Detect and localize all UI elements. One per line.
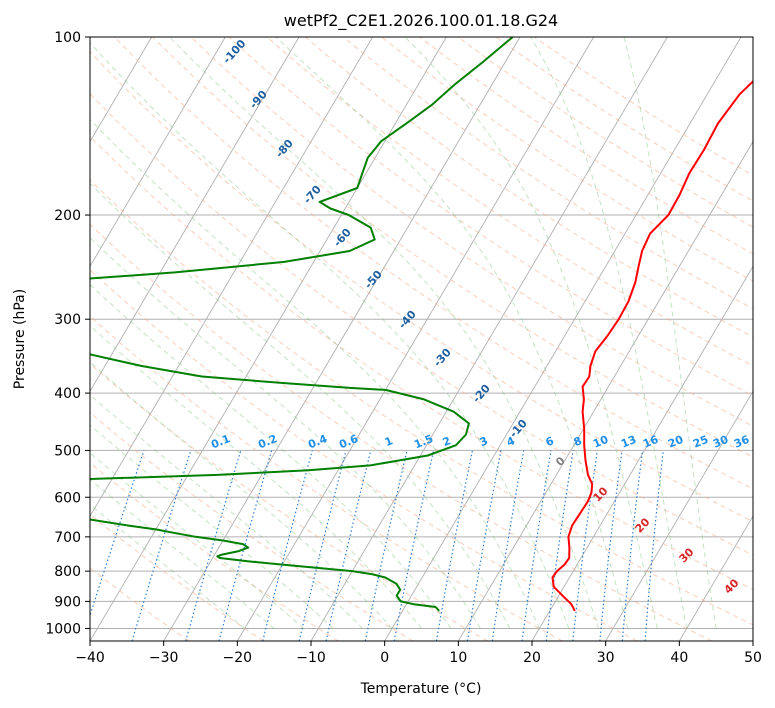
isotherm-line	[531, 265, 753, 641]
x-tick-label: 10	[449, 650, 467, 666]
x-tick-label: 30	[597, 650, 615, 666]
moist-adiabat-line	[169, 37, 599, 629]
dry-adiabat-line	[304, 37, 753, 338]
dry-adiabat-line	[90, 223, 712, 641]
moist-adiabat-line	[404, 37, 658, 629]
y-tick-label: 300	[54, 312, 81, 328]
y-tick-label: 200	[54, 208, 81, 224]
moist-adiabat-line	[90, 503, 246, 629]
moist-adiabat-line	[90, 182, 511, 629]
mixing-ratio-label: 3	[478, 434, 490, 449]
chart-title: wetPf2_C2E1.2026.100.01.18.G24	[284, 11, 558, 31]
mixing-ratio-line	[262, 450, 313, 641]
isotherm-line	[457, 140, 753, 641]
x-tick-label: 40	[670, 650, 688, 666]
dry-adiabat-line	[152, 37, 753, 458]
y-axis: 100 200 300 400 500 600 700 800 900 1000	[45, 30, 90, 637]
mixing-ratio-label: 1	[383, 434, 395, 449]
x-tick-label: −20	[223, 650, 253, 666]
moist-adiabat-line	[90, 324, 422, 629]
temperature-profile-line	[551, 79, 753, 612]
isotherm-line	[90, 37, 374, 518]
isotherm-line	[90, 37, 153, 143]
y-tick-label: 800	[54, 564, 81, 580]
grid-layer	[90, 37, 753, 641]
y-tick-label: 700	[54, 530, 81, 546]
dry-adiabat-line	[90, 315, 563, 641]
mixing-ratio-label: 25	[691, 433, 710, 451]
moist-adiabat-line	[90, 394, 363, 629]
isotherm-line	[678, 515, 753, 641]
dry-adiabat-line	[114, 37, 753, 490]
mixing-ratio-line	[491, 450, 525, 641]
dry-adiabat-line	[90, 269, 638, 641]
mixing-ratio-label: 10	[591, 433, 610, 451]
isotherm-line	[90, 37, 300, 393]
mixing-ratio-line	[185, 450, 242, 641]
dry-adiabat-line	[90, 179, 753, 626]
y-tick-label: 1000	[45, 621, 81, 637]
x-tick-label: −10	[296, 650, 326, 666]
isotherm-line	[605, 390, 753, 641]
mixing-ratio-line	[131, 450, 192, 641]
moist-adiabat-line	[90, 118, 540, 629]
moist-adiabat-line	[90, 237, 481, 629]
mixing-ratio-line	[621, 450, 644, 641]
mixing-ratio-label: 20	[666, 433, 685, 451]
mixing-ratio-label: 13	[619, 433, 638, 451]
y-tick-label: 600	[54, 490, 81, 506]
moist-adiabat-line	[90, 283, 452, 629]
dry-adiabat-line	[90, 50, 753, 523]
y-tick-label: 500	[54, 443, 81, 459]
mixing-ratio-line	[521, 450, 552, 641]
isotherm-line	[90, 37, 226, 268]
mixing-ratio-label: 36	[732, 433, 751, 451]
x-tick-label: 0	[380, 650, 389, 666]
y-tick-label: 100	[54, 30, 81, 46]
mixing-ratio-line	[325, 450, 372, 641]
x-tick-label: −40	[75, 650, 105, 666]
dry-adiabat-line	[381, 37, 753, 282]
dry-adiabat-line	[90, 513, 264, 641]
moist-adiabat-line	[530, 37, 688, 629]
dry-adiabat-line	[228, 37, 753, 397]
y-tick-label: 900	[54, 594, 81, 610]
moist-adiabat-line	[90, 452, 305, 629]
plot-frame	[89, 36, 754, 642]
mixing-ratio-line	[298, 450, 347, 641]
mixing-ratio-label: 16	[641, 433, 660, 451]
x-axis-label: Temperature (°C)	[360, 681, 482, 697]
mixing-ratio-line	[545, 450, 574, 641]
mixing-ratio-label: 2	[441, 434, 453, 449]
mixing-ratio-line	[218, 450, 273, 641]
isotherm-line	[236, 37, 595, 641]
dewpoint-profile-line	[90, 37, 514, 612]
mixing-ratio-label: 8	[572, 434, 584, 449]
mixing-ratio-line	[599, 450, 623, 641]
moist-adiabat-line	[275, 37, 629, 629]
dry-adiabat-line	[90, 92, 753, 556]
x-tick-label: 50	[744, 650, 762, 666]
moist-adiabat-line	[623, 37, 717, 629]
moist-adiabat-line	[90, 478, 275, 629]
dry-adiabat-line	[90, 363, 488, 641]
y-axis-label: Pressure (hPa)	[12, 289, 28, 389]
x-tick-label: −30	[149, 650, 179, 666]
y-tick-label: 400	[54, 386, 81, 402]
isotherm-line	[384, 37, 742, 641]
x-axis: −40 −30 −20 −10 0 10 20 30 40 50	[75, 641, 762, 666]
x-tick-label: 20	[523, 650, 541, 666]
series-layer	[90, 37, 753, 612]
mixing-ratio-label: 30	[711, 433, 730, 451]
